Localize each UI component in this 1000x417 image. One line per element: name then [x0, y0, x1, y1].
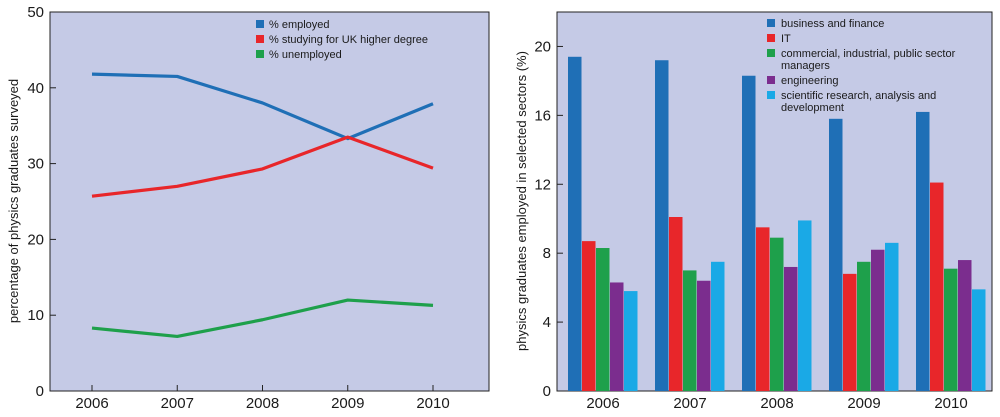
bar: [756, 227, 770, 391]
y-tick-label: 4: [543, 314, 551, 331]
y-tick-label: 12: [534, 176, 551, 193]
y-tick-label: 0: [543, 383, 551, 400]
y-tick-label: 20: [534, 38, 551, 55]
x-tick-label: 2007: [161, 395, 194, 412]
y-tick-label: 30: [27, 156, 44, 173]
legend-label: % studying for UK higher degree: [269, 34, 428, 46]
bar: [697, 280, 711, 391]
bar-chart-legend: business and finance IT commercial, indust…: [767, 18, 956, 114]
bar: [885, 242, 899, 391]
bar: [829, 118, 843, 392]
bar-chart: 0 4 8 12 16 20 2006 2007 2008 2009 2010 business …: [514, 11, 993, 412]
legend-swatch: [767, 34, 775, 42]
y-tick-label: 40: [27, 80, 44, 97]
line-chart-series: [91, 72, 434, 339]
x-tick-label: 2010: [934, 395, 967, 412]
legend-swatch: [256, 50, 264, 58]
series-line: [91, 135, 434, 198]
bar: [857, 261, 871, 391]
legend-label: scientific research, analysis and develop…: [781, 90, 936, 114]
bar-chart-x-axis: 2006 2007 2008 2009 2010: [586, 395, 967, 412]
bar: [916, 111, 930, 391]
bar: [596, 248, 610, 391]
x-tick-label: 2009: [847, 395, 880, 412]
bar: [582, 241, 596, 391]
bar: [784, 266, 798, 391]
line-chart: 0 10 20 30 40 50 2006 2007 2008 2009 2010 % emplo…: [6, 4, 490, 412]
bar: [683, 270, 697, 391]
y-tick-label: 0: [36, 383, 44, 400]
line-chart-x-axis: 2006 2007 2008 2009 2010: [75, 385, 450, 412]
bar: [624, 291, 638, 391]
bar: [655, 60, 669, 392]
x-tick-label: 2007: [673, 395, 706, 412]
series-line: [91, 72, 434, 141]
bar: [610, 282, 624, 391]
bar: [972, 289, 986, 391]
legend-label: % unemployed: [269, 49, 342, 61]
legend-swatch: [256, 35, 264, 43]
x-tick-label: 2006: [586, 395, 619, 412]
bar: [843, 273, 857, 391]
legend-swatch: [767, 49, 775, 57]
y-tick-label: 16: [534, 107, 551, 124]
bar-chart-y-axis-title: physics graduates employed in selected s…: [514, 51, 529, 351]
line-chart-y-axis-title: percentage of physics graduates surveyed: [6, 79, 21, 323]
bar-chart-bars: [568, 56, 986, 392]
legend-label: % employed: [269, 19, 330, 31]
y-tick-label: 50: [27, 4, 44, 21]
x-tick-label: 2009: [331, 395, 364, 412]
bar: [871, 249, 885, 391]
legend-label: business and finance: [781, 18, 884, 30]
y-tick-label: 20: [27, 231, 44, 248]
bar: [798, 220, 812, 391]
line-chart-plot-area: [49, 11, 490, 392]
series-line: [91, 298, 434, 339]
bar: [568, 56, 582, 392]
legend-label: commercial, industrial, public sector man…: [781, 48, 956, 72]
legend-swatch: [767, 91, 775, 99]
bar: [958, 260, 972, 391]
x-tick-label: 2008: [246, 395, 279, 412]
line-chart-legend: % employed % studying for UK higher degre…: [256, 19, 428, 61]
y-tick-label: 8: [543, 245, 551, 262]
legend-swatch: [256, 20, 264, 28]
x-tick-label: 2006: [75, 395, 108, 412]
bar-chart-y-axis: 0 4 8 12 16 20: [534, 38, 563, 400]
bar: [742, 75, 756, 391]
bar: [711, 261, 725, 391]
bar: [944, 268, 958, 391]
bar: [770, 237, 784, 391]
line-chart-y-axis: 0 10 20 30 40 50: [27, 4, 56, 400]
legend-swatch: [767, 76, 775, 84]
bar: [669, 217, 683, 391]
bar: [930, 182, 944, 391]
x-tick-label: 2010: [416, 395, 449, 412]
x-tick-label: 2008: [760, 395, 793, 412]
legend-label: engineering: [781, 75, 839, 87]
y-tick-label: 10: [27, 307, 44, 324]
legend-label: IT: [781, 33, 791, 45]
legend-swatch: [767, 19, 775, 27]
